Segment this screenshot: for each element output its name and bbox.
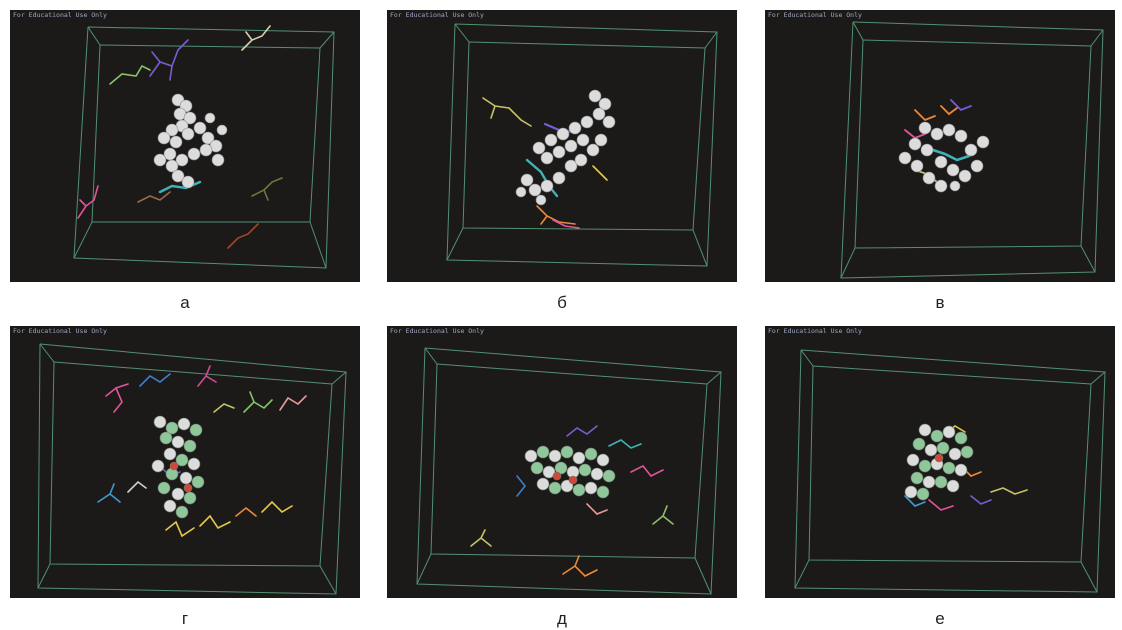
simulation-panel-c: For Educational Use Only [765, 10, 1115, 282]
simulation-render [416, 347, 722, 595]
core-aggregate [898, 121, 990, 193]
ligand-molecules [77, 25, 283, 249]
core-aggregate [151, 415, 205, 519]
watermark: For Educational Use Only [390, 327, 484, 335]
simulation-panel-b: For Educational Use Only [387, 10, 737, 282]
watermark: For Educational Use Only [390, 11, 484, 19]
core-aggregate [904, 423, 974, 501]
simulation-panel-f: For Educational Use Only [765, 326, 1115, 598]
simulation-box [37, 343, 347, 595]
ligand-molecules [97, 365, 307, 538]
panel-label-e: д [557, 609, 567, 628]
core-aggregate [153, 93, 228, 189]
simulation-render [794, 349, 1106, 593]
simulation-render [446, 23, 718, 267]
watermark: For Educational Use Only [768, 327, 862, 335]
core-aggregate [524, 445, 616, 499]
simulation-render [73, 25, 335, 269]
simulation-panel-e: For Educational Use Only [387, 326, 737, 598]
simulation-panel-d: For Educational Use Only [10, 326, 360, 598]
panel-label-a: а [180, 293, 190, 312]
simulation-box [794, 349, 1106, 593]
core-aggregate [515, 89, 616, 206]
simulation-render [37, 343, 347, 595]
simulation-render [840, 21, 1104, 279]
simulation-box [73, 26, 335, 269]
simulation-box [416, 347, 722, 595]
simulation-box [446, 23, 718, 267]
simulation-box [840, 21, 1104, 279]
ligand-molecules [904, 425, 1028, 511]
watermark: For Educational Use Only [13, 11, 107, 19]
watermark: For Educational Use Only [768, 11, 862, 19]
panel-label-c: в [935, 293, 945, 312]
panel-label-f: е [935, 609, 945, 628]
panel-label-d: г [181, 609, 189, 628]
watermark: For Educational Use Only [13, 327, 107, 335]
simulation-panel-a: For Educational Use Only [10, 10, 360, 282]
panel-label-b: б [557, 293, 567, 312]
ligand-molecules [470, 425, 674, 577]
